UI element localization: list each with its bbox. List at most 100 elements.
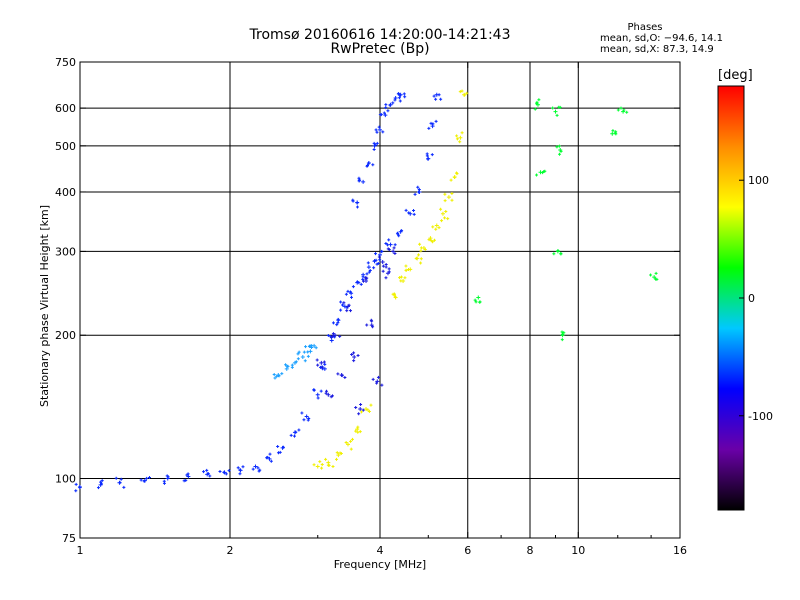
data-point-jitter (560, 332, 564, 336)
data-point (388, 242, 393, 247)
data-point-jitter (437, 226, 441, 230)
colorbar-label: [deg] (718, 68, 753, 83)
data-point-jitter (416, 185, 420, 189)
phases-header: Phases (627, 22, 663, 33)
data-point-jitter (387, 238, 391, 242)
y-tick-label: 100 (55, 473, 76, 486)
data-point-jitter (258, 468, 262, 472)
data-point-jitter (455, 137, 459, 141)
data-point-jitter (297, 350, 301, 354)
data-point-jitter (443, 199, 447, 203)
data-point-jitter (303, 359, 307, 363)
data-point-jitter (551, 106, 555, 110)
data-point-jitter (241, 465, 245, 469)
data-point-jitter (265, 456, 269, 460)
data-point-jitter (473, 298, 477, 302)
data-point-jitter (625, 110, 629, 114)
data-point (326, 392, 331, 397)
data-point-jitter (320, 466, 324, 470)
data-point-jitter (444, 210, 448, 214)
data-point (142, 478, 147, 483)
data-point-jitter (365, 272, 369, 276)
data-point-jitter (392, 246, 396, 250)
data-point-jitter (307, 344, 311, 348)
data-point-jitter (430, 153, 434, 157)
data-point-jitter (238, 472, 242, 476)
data-point-jitter (227, 469, 231, 473)
data-point-jitter (326, 333, 330, 337)
data-point-jitter (412, 209, 416, 213)
data-point-jitter (425, 152, 429, 156)
data-point-jitter (655, 277, 659, 281)
data-point-jitter (294, 360, 298, 364)
data-point-jitter (354, 429, 358, 433)
data-point-jitter (251, 467, 255, 471)
data-point-jitter (336, 321, 340, 325)
data-point-jitter (375, 141, 379, 145)
data-point-jitter (560, 338, 564, 342)
data-point-jitter (368, 268, 372, 272)
data-point-jitter (218, 470, 222, 474)
data-point-jitter (347, 303, 351, 307)
data-point-jitter (369, 403, 373, 407)
data-point-jitter (344, 292, 348, 296)
data-point-jitter (460, 131, 464, 135)
data-point-jitter (356, 425, 360, 429)
data-point-jitter (361, 408, 365, 412)
data-point (391, 249, 396, 254)
data-point (253, 464, 258, 469)
data-point-jitter (349, 447, 353, 451)
data-point-jitter (552, 252, 556, 256)
data-point-jitter (429, 239, 433, 243)
data-point-jitter (74, 482, 78, 486)
colorbar-tick-label: 100 (748, 174, 769, 187)
data-point-jitter (256, 466, 260, 470)
data-point-jitter (273, 376, 277, 380)
data-point-jitter (380, 250, 384, 254)
data-point-jitter (555, 145, 559, 149)
data-point-jitter (559, 149, 563, 153)
data-point-jitter (367, 270, 371, 274)
data-point-jitter (324, 457, 328, 461)
data-point-jitter (208, 474, 212, 478)
data-point-jitter (361, 275, 365, 279)
data-point-jitter (354, 405, 358, 409)
data-point-jitter (222, 470, 226, 474)
data-point-jitter (289, 433, 293, 437)
data-point-jitter (96, 486, 100, 490)
data-point-jitter (382, 111, 386, 115)
data-point-jitter (397, 92, 401, 96)
phases-o-stats: mean, sd,O: −94.6, 14.1 (600, 33, 723, 44)
data-point-jitter (452, 175, 456, 179)
data-point-jitter (391, 292, 395, 296)
data-point-jitter (381, 130, 385, 134)
data-point (355, 427, 360, 432)
data-point-jitter (99, 480, 103, 484)
chart-title: Tromsø 20160616 14:20:00-14:21:43 (249, 27, 511, 43)
data-point-jitter (369, 318, 373, 322)
data-point-jitter (387, 267, 391, 271)
data-point (553, 109, 558, 114)
data-point (352, 355, 357, 360)
data-point (304, 414, 309, 419)
data-point-jitter (342, 301, 346, 305)
data-point-jitter (388, 103, 392, 107)
data-point-jitter (367, 409, 371, 413)
data-point-jitter (206, 471, 210, 475)
data-point-jitter (297, 428, 301, 432)
data-point-jitter (350, 295, 354, 299)
data-point-jitter (344, 440, 348, 444)
data-point-jitter (443, 216, 447, 220)
data-point-jitter (357, 179, 361, 183)
data-point-jitter (535, 102, 539, 106)
data-point-jitter (335, 323, 339, 327)
data-point-jitter (374, 143, 378, 147)
data-point-jitter (358, 430, 362, 434)
data-point-jitter (418, 242, 422, 246)
phases-x-stats: mean, sd,X: 87.3, 14.9 (600, 44, 714, 55)
data-point-jitter (142, 479, 146, 483)
data-point (393, 96, 398, 101)
data-point-jitter (413, 192, 417, 196)
data-point (378, 127, 382, 132)
